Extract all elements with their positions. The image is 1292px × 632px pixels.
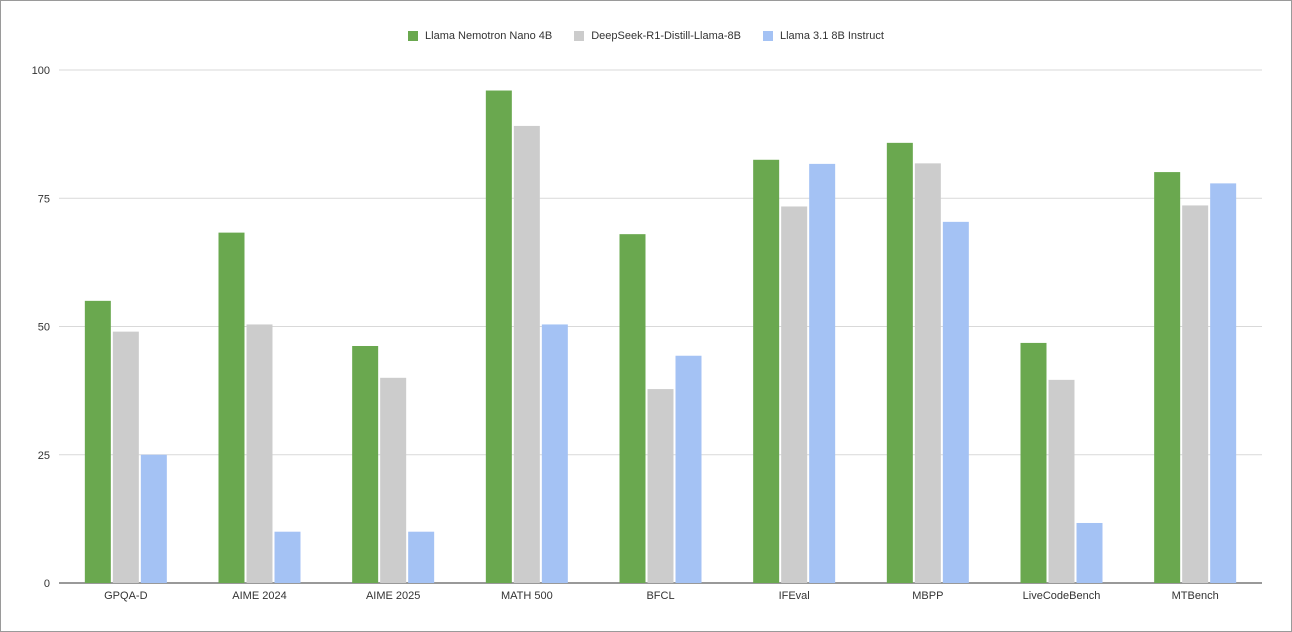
y-tick-label: 100 [32, 65, 50, 77]
legend-label-nemotron: Llama Nemotron Nano 4B [425, 30, 553, 42]
bar [1076, 522, 1103, 583]
legend-label-deepseek: DeepSeek-R1-Distill-Llama-8B [591, 30, 741, 42]
legend-item-deepseek: DeepSeek-R1-Distill-Llama-8B [574, 30, 741, 42]
x-tick-label: MTBench [1172, 590, 1219, 602]
bar [781, 206, 808, 583]
bar [485, 90, 512, 584]
bar [1048, 379, 1075, 583]
y-tick-label: 75 [38, 193, 50, 205]
bar [886, 142, 913, 583]
bar [914, 163, 941, 583]
bar [380, 377, 407, 583]
bar [753, 159, 780, 583]
bar [140, 454, 167, 583]
bar [352, 345, 379, 583]
bar [1020, 342, 1047, 583]
x-tick-label: MATH 500 [501, 590, 553, 602]
bar [112, 331, 139, 583]
y-tick-label: 0 [44, 578, 50, 590]
bar [809, 163, 836, 583]
x-tick-label: MBPP [912, 590, 943, 602]
bar [619, 234, 646, 583]
y-tick-label: 25 [38, 450, 50, 462]
legend-swatch-deepseek [574, 31, 585, 41]
y-tick-label: 50 [38, 322, 50, 334]
bar [513, 125, 540, 584]
legend-item-nemotron: Llama Nemotron Nano 4B [408, 30, 552, 42]
x-tick-label: LiveCodeBench [1023, 590, 1101, 602]
bar [246, 324, 273, 583]
legend-swatch-nemotron [408, 31, 419, 41]
legend-swatch-llama31 [763, 31, 773, 41]
bar [84, 300, 111, 583]
bar [942, 221, 969, 583]
bar [1210, 183, 1237, 584]
bar [408, 531, 435, 583]
x-tick-label: AIME 2024 [232, 590, 286, 602]
x-tick-label: IFEval [779, 590, 810, 602]
x-tick-label: AIME 2025 [366, 590, 420, 602]
bar [1182, 205, 1209, 583]
legend: Llama Nemotron Nano 4B DeepSeek-R1-Disti… [0, 30, 1292, 42]
bar [218, 232, 245, 583]
bar [274, 531, 301, 583]
legend-item-llama31: Llama 3.1 8B Instruct [763, 30, 884, 42]
bar [1154, 172, 1181, 583]
x-tick-label: BFCL [646, 590, 674, 602]
legend-label-llama31: Llama 3.1 8B Instruct [780, 30, 884, 42]
bar [675, 355, 702, 583]
bar [541, 324, 568, 583]
x-tick-label: GPQA-D [104, 590, 147, 602]
bar [647, 389, 674, 583]
